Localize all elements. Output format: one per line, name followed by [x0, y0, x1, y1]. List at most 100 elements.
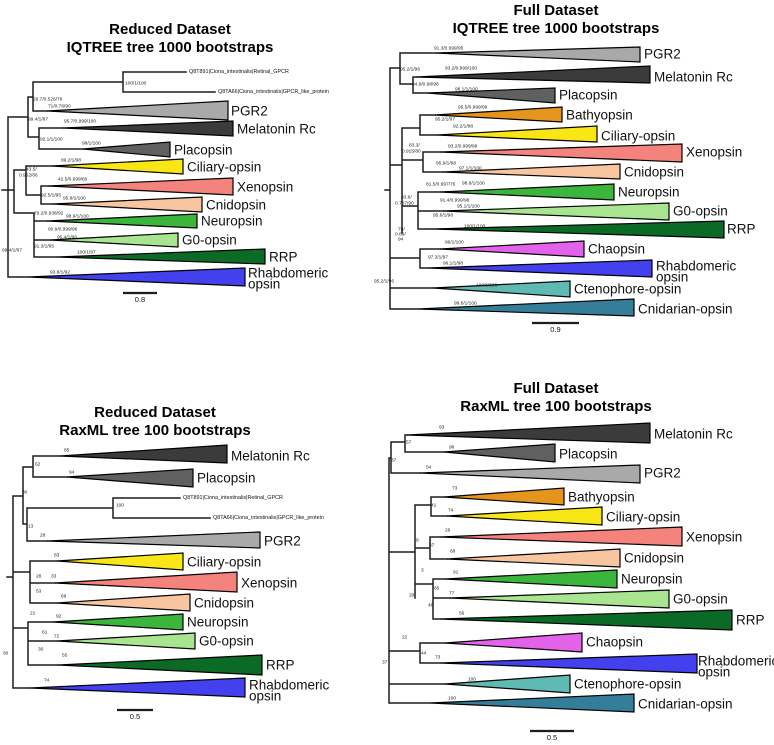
- clade-triangle-cnidarian-opsin: [429, 693, 635, 713]
- support-value: 83: [54, 553, 60, 559]
- clade-triangle-g0-opsin: [56, 632, 196, 650]
- support-value: 37: [429, 543, 435, 549]
- clade-triangle-g0-opsin: [442, 202, 670, 221]
- clade-label-rrp: RRP: [266, 658, 295, 673]
- clade-label-rhabdomeric-opsin: Rhabdomeric: [248, 266, 329, 281]
- support-value: 98.9/1/100: [66, 214, 89, 220]
- clade-label-neuropsin: Neuropsin: [618, 185, 680, 200]
- support-value: 21: [30, 611, 36, 617]
- support-value: 90.9/0.999/96: [48, 227, 78, 233]
- support-value: 42.5/0.699/60: [58, 177, 88, 183]
- clade-label-cnidopsin: Cnidopsin: [206, 198, 266, 213]
- clade-label-melatonin-rc: Melatonin Rc: [654, 70, 733, 85]
- support-value: 91.4/0.999/98: [440, 198, 470, 204]
- support-value: 95.4/1/96: [57, 235, 77, 241]
- tip-label: Q8TA66|Ciona_intestinalis|GPCR_like_prot…: [213, 515, 324, 521]
- clade-triangle-rhabdomeric-opsin: [29, 677, 246, 698]
- clade-label-placopsin: Placopsin: [197, 471, 256, 486]
- clade-triangle-pgr2: [46, 100, 229, 121]
- clade-triangle-rrp: [439, 609, 733, 631]
- clade-triangle-ctenophore-opsin: [444, 674, 571, 694]
- clade-label-cnidarian-opsin: Cnidarian-opsin: [638, 302, 733, 317]
- clade-triangle-ciliary-opsin: [446, 506, 603, 526]
- support-value: 100: [448, 696, 456, 702]
- support-value: 91: [453, 570, 459, 576]
- support-value: 72: [54, 634, 60, 640]
- support-value: 30: [3, 651, 9, 657]
- clade-triangle-xenopsin: [439, 143, 683, 163]
- support-value: 100/1/100: [476, 283, 498, 289]
- clade-triangle-xenopsin: [47, 177, 234, 196]
- support-value: 65: [434, 586, 440, 592]
- clade-triangle-melatonin-rc: [415, 65, 651, 84]
- support-value: 92.2/1/98: [453, 124, 473, 130]
- clade-label-chaopsin: Chaopsin: [588, 242, 645, 257]
- clade-label-neuropsin: Neuropsin: [621, 572, 683, 587]
- support-value: 84.8/0.98/98: [412, 82, 439, 88]
- support-value: 43.5/: [26, 167, 37, 173]
- support-value: 83.6/: [401, 195, 412, 201]
- clade-triangle-rrp: [57, 654, 263, 676]
- support-value: 98: [449, 445, 455, 451]
- support-value: 28: [40, 533, 46, 539]
- clade-label-ciliary-opsin: Ciliary-opsin: [187, 555, 261, 570]
- support-value: 95.7/0.999/100: [64, 119, 96, 125]
- support-value: 55: [62, 653, 68, 659]
- panel-title: RaxML tree 100 bootstraps: [59, 422, 250, 439]
- clade-label-placopsin: Placopsin: [559, 88, 618, 103]
- clade-label-ciliary-opsin: Ciliary-opsin: [601, 129, 675, 144]
- support-value: 99.4/1/87: [28, 117, 48, 123]
- support-value: 98.8/1/100: [462, 181, 485, 187]
- support-value: 73: [452, 486, 458, 492]
- support-value: 46: [428, 603, 434, 609]
- clade-triangle-pgr2: [434, 46, 641, 63]
- clade-label-xenopsin: Xenopsin: [237, 180, 293, 195]
- support-value: 57: [406, 440, 412, 446]
- support-value: 98.1/1/100: [455, 87, 478, 93]
- support-value: 0.89/: [395, 232, 406, 238]
- support-value: 96.1/1/98: [443, 261, 463, 267]
- support-value: 73: [435, 655, 441, 661]
- clade-triangle-rrp: [56, 248, 266, 265]
- clade-label-cnidopsin: Cnidopsin: [194, 596, 254, 611]
- support-value: 93: [439, 425, 445, 431]
- support-value: 33: [51, 574, 57, 580]
- support-value: 100: [468, 677, 476, 683]
- support-value: 94: [398, 237, 404, 243]
- scale-bar-label: 0.5: [130, 712, 140, 721]
- support-value: 20: [409, 593, 415, 599]
- clade-triangle-bathyopsin: [443, 487, 565, 506]
- panel-title: Full Dataset: [513, 2, 598, 19]
- support-value: 28: [36, 574, 42, 580]
- clade-label-rhabdomeric-opsin: opsin: [249, 689, 281, 704]
- support-value: 28.7/0.526/76: [33, 97, 63, 103]
- clade-triangle-neuropsin: [46, 213, 198, 229]
- clade-label-xenopsin: Xenopsin: [686, 145, 742, 160]
- support-value: 22: [402, 635, 408, 641]
- support-value: 92.1/1/100: [40, 137, 63, 143]
- clade-triangle-ctenophore-opsin: [432, 280, 571, 298]
- panel-title: RaxML tree 100 bootstraps: [460, 398, 651, 415]
- tree-branches: [1, 71, 216, 278]
- clade-triangle-neuropsin: [52, 613, 184, 631]
- clade-label-xenopsin: Xenopsin: [686, 530, 742, 545]
- support-value: 94: [69, 470, 75, 476]
- support-value: 97.3/1/97: [428, 255, 448, 261]
- clade-triangle-melatonin-rc: [62, 120, 234, 137]
- clade-triangle-placopsin: [443, 443, 556, 463]
- support-value: 37: [382, 660, 388, 666]
- support-value: 93.2/0.999/100: [445, 66, 477, 72]
- panel-title: IQTREE tree 1000 bootstraps: [67, 39, 274, 56]
- clade-triangle-melatonin-rc: [406, 422, 651, 444]
- clade-triangle-chaopsin: [439, 240, 585, 258]
- support-value: 93.8/1/92: [50, 270, 70, 276]
- support-value: 95.1/1/100: [457, 204, 480, 210]
- clade-triangle-cnidopsin: [52, 196, 203, 213]
- support-value: 44: [421, 651, 427, 657]
- support-value: 95.6/1/98: [433, 213, 453, 219]
- support-value: 54: [426, 465, 432, 471]
- clade-triangle-placopsin: [426, 87, 556, 104]
- clade-label-rrp: RRP: [269, 250, 298, 265]
- support-value: 99.6/1/100: [454, 301, 477, 307]
